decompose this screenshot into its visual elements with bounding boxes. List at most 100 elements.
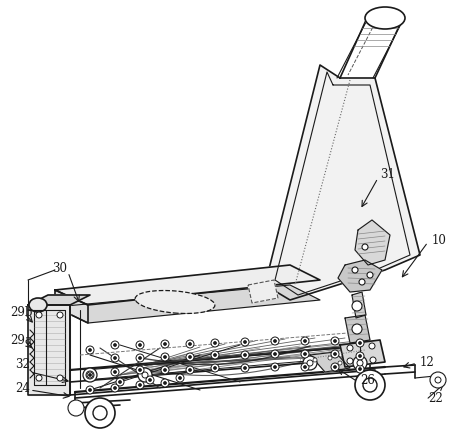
Circle shape	[87, 372, 93, 378]
Circle shape	[164, 355, 166, 359]
Circle shape	[136, 354, 144, 362]
Circle shape	[176, 374, 184, 382]
Circle shape	[213, 354, 217, 356]
Polygon shape	[55, 285, 320, 323]
Polygon shape	[55, 290, 88, 323]
Circle shape	[303, 366, 307, 368]
Circle shape	[347, 358, 353, 364]
Circle shape	[164, 368, 166, 372]
Circle shape	[93, 406, 107, 420]
Text: 29a: 29a	[10, 334, 32, 347]
Circle shape	[356, 339, 364, 347]
Text: 22: 22	[428, 392, 443, 405]
Circle shape	[355, 370, 385, 400]
Circle shape	[138, 368, 142, 372]
Circle shape	[138, 368, 152, 382]
Circle shape	[301, 350, 309, 358]
Circle shape	[148, 379, 152, 381]
Polygon shape	[340, 340, 385, 367]
Circle shape	[241, 364, 249, 372]
Text: 31: 31	[380, 169, 395, 182]
Circle shape	[57, 375, 63, 381]
Circle shape	[331, 363, 339, 371]
Circle shape	[358, 342, 362, 344]
Circle shape	[164, 343, 166, 346]
Circle shape	[164, 381, 166, 384]
Circle shape	[356, 365, 364, 373]
Circle shape	[301, 337, 309, 345]
Circle shape	[358, 355, 362, 358]
Circle shape	[161, 379, 169, 387]
Circle shape	[241, 338, 249, 346]
Circle shape	[347, 345, 353, 351]
Circle shape	[303, 352, 307, 355]
Circle shape	[331, 350, 339, 358]
Circle shape	[138, 356, 142, 359]
Circle shape	[113, 356, 117, 359]
Circle shape	[211, 339, 219, 347]
Circle shape	[356, 352, 364, 360]
Circle shape	[86, 386, 94, 394]
Circle shape	[89, 348, 91, 351]
Circle shape	[271, 337, 279, 345]
Polygon shape	[28, 295, 90, 305]
Circle shape	[189, 343, 191, 346]
Circle shape	[89, 388, 91, 392]
Circle shape	[359, 279, 365, 285]
Circle shape	[186, 366, 194, 374]
Circle shape	[352, 267, 358, 273]
Circle shape	[118, 380, 121, 384]
Text: 29b: 29b	[10, 306, 33, 318]
Circle shape	[430, 372, 446, 388]
Circle shape	[136, 341, 144, 349]
Circle shape	[331, 337, 339, 345]
Circle shape	[189, 355, 191, 359]
Circle shape	[273, 339, 276, 343]
Circle shape	[367, 272, 373, 278]
Ellipse shape	[29, 298, 47, 312]
Circle shape	[36, 312, 42, 318]
Text: 24: 24	[15, 381, 30, 395]
Polygon shape	[310, 352, 350, 372]
Circle shape	[136, 381, 144, 389]
Polygon shape	[338, 260, 382, 292]
Circle shape	[179, 376, 182, 380]
Circle shape	[89, 373, 91, 376]
Polygon shape	[355, 220, 390, 265]
Polygon shape	[55, 265, 320, 305]
Polygon shape	[265, 65, 420, 300]
Text: 30: 30	[53, 261, 67, 274]
Circle shape	[271, 363, 279, 371]
Circle shape	[113, 387, 117, 389]
Circle shape	[85, 398, 115, 428]
Circle shape	[211, 364, 219, 372]
Circle shape	[111, 354, 119, 362]
Circle shape	[301, 363, 309, 371]
Circle shape	[138, 343, 142, 347]
Circle shape	[86, 346, 94, 354]
Circle shape	[136, 366, 144, 374]
Circle shape	[36, 375, 42, 381]
Circle shape	[189, 368, 191, 372]
Circle shape	[244, 367, 246, 369]
Circle shape	[271, 350, 279, 358]
Circle shape	[111, 384, 119, 392]
Circle shape	[111, 341, 119, 349]
Circle shape	[146, 376, 154, 384]
Circle shape	[353, 356, 367, 370]
Circle shape	[328, 356, 332, 360]
Circle shape	[273, 366, 276, 368]
Circle shape	[142, 372, 148, 378]
Circle shape	[161, 366, 169, 374]
Circle shape	[68, 400, 84, 416]
Circle shape	[244, 340, 246, 343]
Circle shape	[435, 377, 441, 383]
Ellipse shape	[365, 7, 405, 29]
Circle shape	[113, 371, 117, 373]
Circle shape	[303, 356, 317, 370]
Text: 12: 12	[420, 355, 435, 368]
Circle shape	[273, 352, 276, 355]
Circle shape	[83, 368, 97, 382]
Circle shape	[303, 339, 307, 343]
Circle shape	[334, 366, 337, 368]
